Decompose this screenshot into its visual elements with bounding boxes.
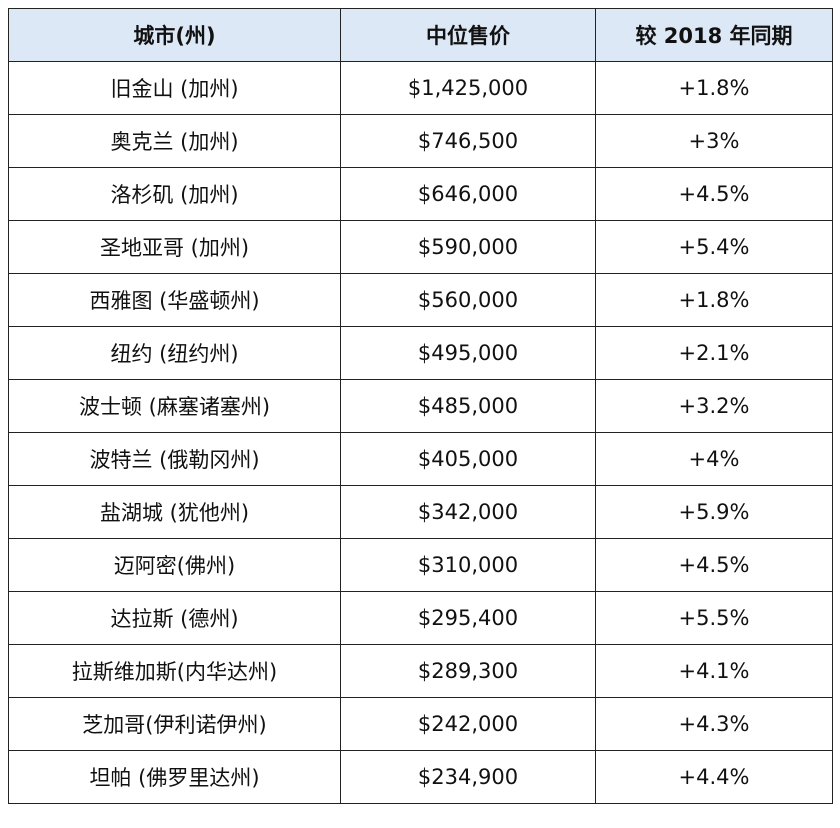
price-cell: $234,900 [340,750,596,804]
price-cell: $310,000 [340,538,596,592]
city-cell: 达拉斯 (德州) [8,591,341,645]
change-cell: +3% [595,114,833,168]
city-cell: 奥克兰 (加州) [8,114,341,168]
table-body: 旧金山 (加州) $1,425,000 +1.8% 奥克兰 (加州) $746,500 +… [8,61,833,804]
change-cell: +5.5% [595,591,833,645]
price-cell: $495,000 [340,326,596,380]
city-cell: 芝加哥(伊利诺伊州) [8,697,341,751]
table-row: 旧金山 (加州) $1,425,000 +1.8% [8,61,833,115]
table-row: 拉斯维加斯(内华达州) $289,300 +4.1% [8,644,833,698]
table-row: 波特兰 (俄勒冈州) $405,000 +4% [8,432,833,486]
table-row: 坦帕 (佛罗里达州) $234,900 +4.4% [8,750,833,804]
change-cell: +4.5% [595,538,833,592]
table-row: 达拉斯 (德州) $295,400 +5.5% [8,591,833,645]
change-cell: +5.4% [595,220,833,274]
table-row: 洛杉矶 (加州) $646,000 +4.5% [8,167,833,221]
city-cell: 洛杉矶 (加州) [8,167,341,221]
change-cell: +1.8% [595,273,833,327]
header-cell: 城市(州) [8,8,341,62]
change-cell: +4.5% [595,167,833,221]
table-row: 芝加哥(伊利诺伊州) $242,000 +4.3% [8,697,833,751]
city-cell: 旧金山 (加州) [8,61,341,115]
city-cell: 拉斯维加斯(内华达州) [8,644,341,698]
table-row: 迈阿密(佛州) $310,000 +4.5% [8,538,833,592]
city-cell: 迈阿密(佛州) [8,538,341,592]
price-cell: $295,400 [340,591,596,645]
city-cell: 圣地亚哥 (加州) [8,220,341,274]
city-cell: 盐湖城 (犹他州) [8,485,341,539]
header-cell: 中位售价 [340,8,596,62]
city-cell: 西雅图 (华盛顿州) [8,273,341,327]
change-cell: +2.1% [595,326,833,380]
price-cell: $342,000 [340,485,596,539]
change-cell: +4.3% [595,697,833,751]
price-cell: $590,000 [340,220,596,274]
change-cell: +5.9% [595,485,833,539]
price-cell: $242,000 [340,697,596,751]
city-cell: 波士顿 (麻塞诸塞州) [8,379,341,433]
change-cell: +3.2% [595,379,833,433]
price-cell: $560,000 [340,273,596,327]
price-cell: $485,000 [340,379,596,433]
table-row: 纽约 (纽约州) $495,000 +2.1% [8,326,833,380]
table-row: 波士顿 (麻塞诸塞州) $485,000 +3.2% [8,379,833,433]
change-cell: +4.4% [595,750,833,804]
price-cell: $646,000 [340,167,596,221]
table-row: 奥克兰 (加州) $746,500 +3% [8,114,833,168]
price-cell: $746,500 [340,114,596,168]
change-cell: +4% [595,432,833,486]
price-cell: $289,300 [340,644,596,698]
price-cell: $1,425,000 [340,61,596,115]
table-header: 城市(州) 中位售价 较 2018 年同期 [8,8,833,62]
price-cell: $405,000 [340,432,596,486]
table-row: 圣地亚哥 (加州) $590,000 +5.4% [8,220,833,274]
change-cell: +1.8% [595,61,833,115]
header-cell: 较 2018 年同期 [595,8,833,62]
city-cell: 纽约 (纽约州) [8,326,341,380]
city-cell: 波特兰 (俄勒冈州) [8,432,341,486]
table-row: 西雅图 (华盛顿州) $560,000 +1.8% [8,273,833,327]
price-table: 城市(州) 中位售价 较 2018 年同期 旧金山 (加州) $1,425,000… [8,8,833,804]
table-row: 盐湖城 (犹他州) $342,000 +5.9% [8,485,833,539]
city-cell: 坦帕 (佛罗里达州) [8,750,341,804]
change-cell: +4.1% [595,644,833,698]
header-row: 城市(州) 中位售价 较 2018 年同期 [8,8,833,62]
